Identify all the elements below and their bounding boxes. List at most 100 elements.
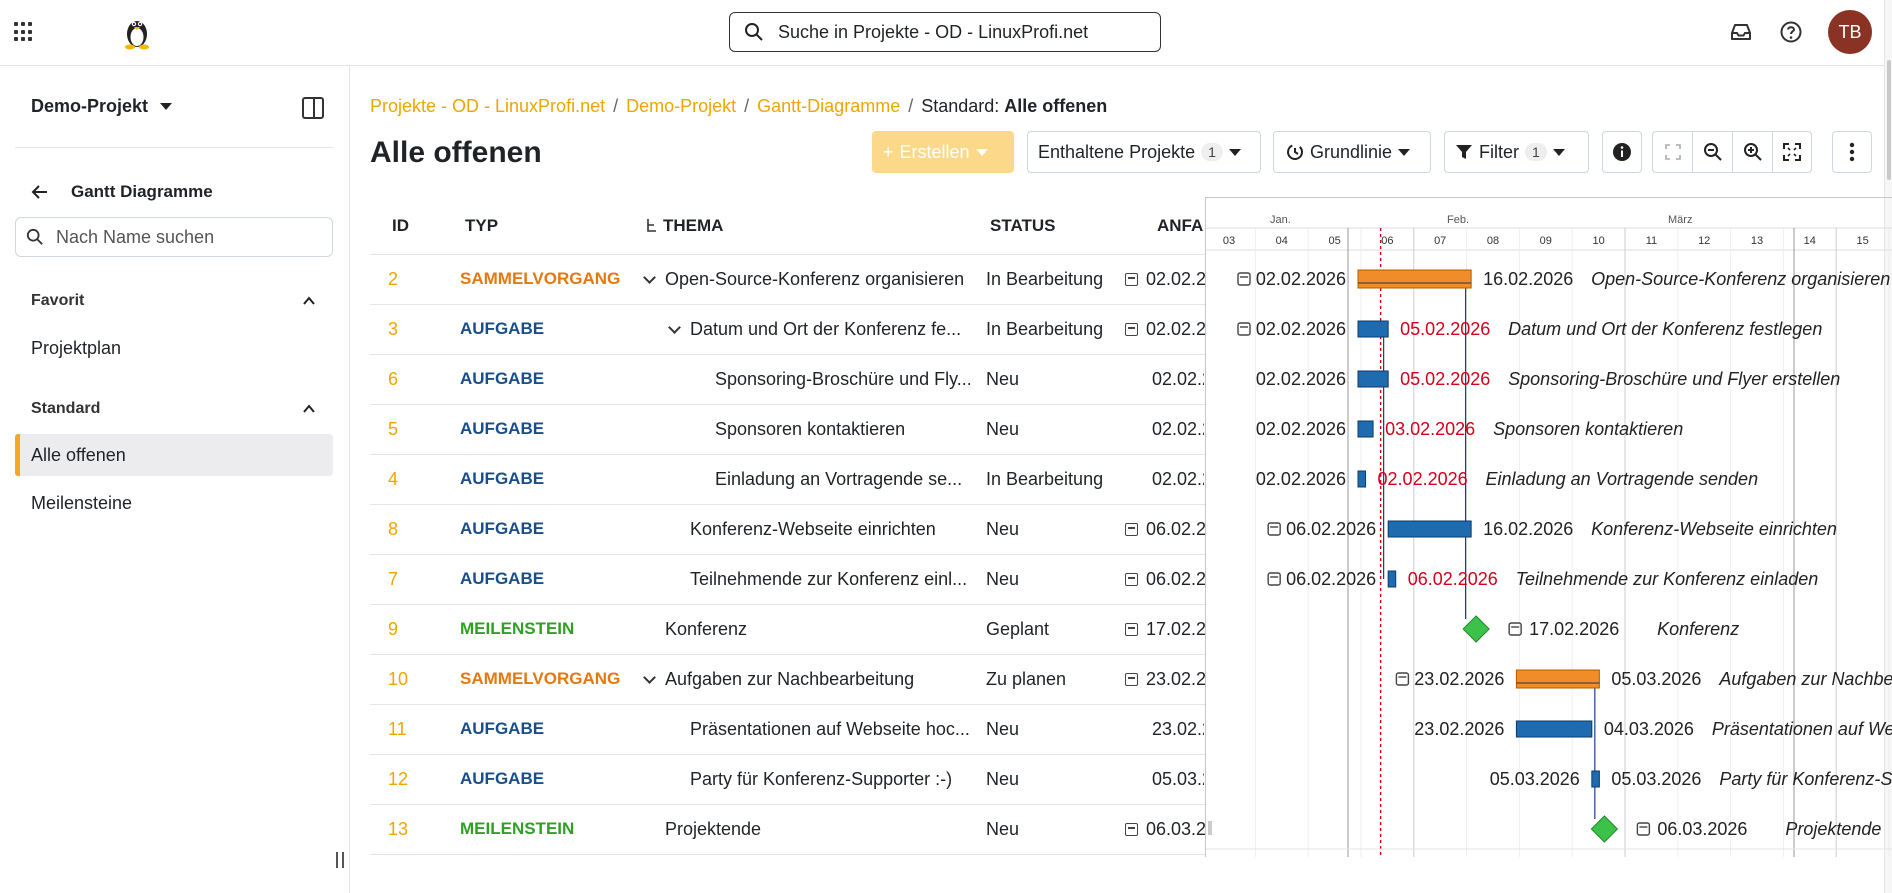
row-start-date[interactable]: 02.02.2026 (1152, 369, 1204, 390)
breadcrumb-link[interactable]: Projekte - OD - LinuxProfi.net (370, 96, 606, 116)
row-id-link[interactable]: 11 (388, 719, 407, 739)
row-status[interactable]: In Bearbeitung (986, 469, 1104, 489)
table-row[interactable]: 4 AUFGABE Einladung an Vortragende se... In… (370, 454, 1205, 504)
row-status[interactable]: Geplant (986, 619, 1050, 639)
row-status[interactable]: Zu planen (986, 669, 1067, 689)
section-title-standard[interactable]: Standard (31, 400, 101, 417)
page-scrollbar[interactable] (1884, 0, 1892, 893)
sidebar-item-meilensteine[interactable]: Meilensteine (15, 482, 333, 524)
sidebar-resize-handle[interactable] (336, 852, 344, 868)
row-start-date[interactable]: 02.02.2026 (1125, 269, 1205, 290)
app-grid-icon[interactable] (14, 22, 34, 42)
table-row[interactable]: 12 AUFGABE Party für Konferenz-Supporter :… (370, 754, 1205, 804)
row-id-link[interactable]: 8 (388, 519, 399, 539)
row-id-link[interactable]: 2 (388, 269, 399, 289)
row-subject[interactable]: Open-Source-Konferenz organisieren (665, 269, 965, 289)
row-id-link[interactable]: 7 (388, 569, 399, 589)
row-status[interactable]: In Bearbeitung (986, 319, 1104, 339)
sidebar-item-alle-offenen[interactable]: Alle offenen (15, 434, 333, 476)
row-status[interactable]: Neu (986, 369, 1020, 389)
row-subject[interactable]: Aufgaben zur Nachbearbeitung (665, 669, 915, 689)
inbox-icon[interactable] (1729, 20, 1753, 44)
create-button[interactable]: + Erstellen (872, 131, 1014, 173)
row-status[interactable]: Neu (986, 719, 1020, 739)
table-row[interactable]: 6 AUFGABE Sponsoring-Broschüre und Fly... N… (370, 354, 1205, 404)
column-header-type[interactable]: TYP (465, 216, 499, 235)
row-id-link[interactable]: 6 (388, 369, 399, 389)
row-start-date[interactable]: 06.02.2026 (1125, 569, 1205, 590)
row-subject[interactable]: Sponsoren kontaktieren (715, 419, 906, 439)
sidebar-item-projektplan[interactable]: Projektplan (15, 327, 333, 369)
info-button[interactable] (1602, 131, 1642, 173)
section-title-favorit[interactable]: Favorit (31, 292, 85, 309)
global-search-input[interactable]: Suche in Projekte - OD - LinuxProfi.net (729, 12, 1161, 52)
back-to-gantt-link[interactable]: Gantt Diagramme (31, 182, 213, 202)
row-status[interactable]: In Bearbeitung (986, 269, 1104, 289)
table-row[interactable]: 8 AUFGABE Konferenz-Webseite einrichten Neu… (370, 504, 1205, 554)
row-start-date[interactable]: 02.02.2026 (1125, 319, 1205, 340)
zoom-in-button[interactable] (1732, 131, 1772, 173)
row-id-link[interactable]: 5 (388, 419, 399, 439)
row-id-link[interactable]: 12 (388, 769, 409, 789)
table-row[interactable]: 11 AUFGABE Präsentationen auf Webseite hoc… (370, 704, 1205, 754)
user-avatar[interactable]: TB (1828, 10, 1872, 54)
row-subject[interactable]: Datum und Ort der Konferenz fe... (690, 319, 962, 339)
table-row[interactable]: 9 MEILENSTEIN Konferenz Geplant 17.02.2026 (370, 604, 1205, 654)
row-id-link[interactable]: 4 (388, 469, 399, 489)
row-id-link[interactable]: 13 (388, 819, 409, 839)
table-row[interactable]: 7 AUFGABE Teilnehmende zur Konferenz einl.… (370, 554, 1205, 604)
table-row[interactable]: 13 MEILENSTEIN Projektende Neu 06.03.2026 (370, 804, 1205, 854)
row-status[interactable]: Neu (986, 569, 1020, 589)
row-start-date[interactable]: 06.02.2026 (1125, 519, 1205, 540)
column-header-status[interactable]: STATUS (990, 216, 1056, 235)
row-id-link[interactable]: 3 (388, 319, 399, 339)
row-subject[interactable]: Konferenz-Webseite einrichten (690, 519, 936, 539)
column-header-id[interactable]: ID (392, 216, 409, 235)
row-subject[interactable]: Konferenz (665, 619, 748, 639)
row-start-date[interactable]: 02.02.2026 (1152, 419, 1204, 440)
row-start-date[interactable]: 23.02.2026 (1152, 719, 1204, 740)
breadcrumb-link[interactable]: Demo-Projekt (626, 96, 737, 116)
row-start-date[interactable]: 02.02.2026 (1152, 469, 1204, 490)
chevron-down-icon[interactable] (643, 671, 656, 684)
row-status[interactable]: Neu (986, 769, 1020, 789)
chevron-up-icon[interactable] (302, 402, 316, 416)
row-subject[interactable]: Einladung an Vortragende se... (715, 469, 963, 489)
row-id-link[interactable]: 10 (388, 669, 409, 689)
filter-button[interactable]: Filter 1 (1444, 131, 1589, 173)
more-menu-button[interactable] (1832, 131, 1872, 173)
row-subject[interactable]: Teilnehmende zur Konferenz einl... (690, 569, 968, 589)
table-row[interactable]: 5 AUFGABE Sponsoren kontaktieren Neu 02.02.2… (370, 404, 1205, 454)
row-start-date[interactable]: 06.03.2026 (1125, 819, 1205, 840)
sidebar-search-input[interactable]: Nach Name suchen (15, 217, 333, 257)
row-status[interactable]: Neu (986, 519, 1020, 539)
baseline-button[interactable]: Grundlinie (1273, 131, 1431, 173)
row-subject[interactable]: Projektende (665, 819, 762, 839)
sidebar-collapse-icon[interactable] (302, 97, 324, 119)
zoom-out-button[interactable] (1692, 131, 1732, 173)
zoom-auto-button[interactable] (1652, 131, 1692, 173)
chevron-up-icon[interactable] (302, 294, 316, 308)
row-subject[interactable]: Präsentationen auf Webseite hoc... (690, 719, 970, 739)
row-subject[interactable]: Party für Konferenz-Supporter :-) (690, 769, 953, 789)
tux-logo[interactable] (122, 14, 152, 50)
project-selector[interactable]: Demo-Projekt (31, 96, 173, 117)
breadcrumb-link[interactable]: Gantt-Diagramme (757, 96, 901, 116)
gantt-canvas[interactable]: Jan. Feb. März 03 04 05 06 07 08 09 10 11 12 13 14 15 02… (1206, 198, 1892, 857)
row-subject[interactable]: Sponsoring-Broschüre und Fly... (715, 369, 970, 389)
included-projects-button[interactable]: Enthaltene Projekte 1 (1027, 131, 1261, 173)
row-start-date[interactable]: 23.02.2026 (1125, 669, 1205, 690)
row-status[interactable]: Neu (986, 819, 1020, 839)
column-header-start[interactable]: ANFA (1157, 216, 1204, 235)
chevron-down-icon[interactable] (643, 271, 656, 284)
column-header-subject[interactable]: THEMA (645, 216, 723, 236)
fullscreen-button[interactable] (1772, 131, 1812, 173)
row-status[interactable]: Neu (986, 419, 1020, 439)
row-start-date[interactable]: 05.03.2026 (1152, 769, 1204, 790)
help-icon[interactable] (1779, 20, 1803, 44)
row-start-date[interactable]: 17.02.2026 (1125, 619, 1205, 640)
chevron-down-icon[interactable] (668, 321, 681, 334)
table-row[interactable]: 2 SAMMELVORGANG Open-Source-Konferenz orga… (370, 254, 1205, 304)
table-row[interactable]: 3 AUFGABE Datum und Ort der Konferenz fe..… (370, 304, 1205, 354)
row-id-link[interactable]: 9 (388, 619, 399, 639)
